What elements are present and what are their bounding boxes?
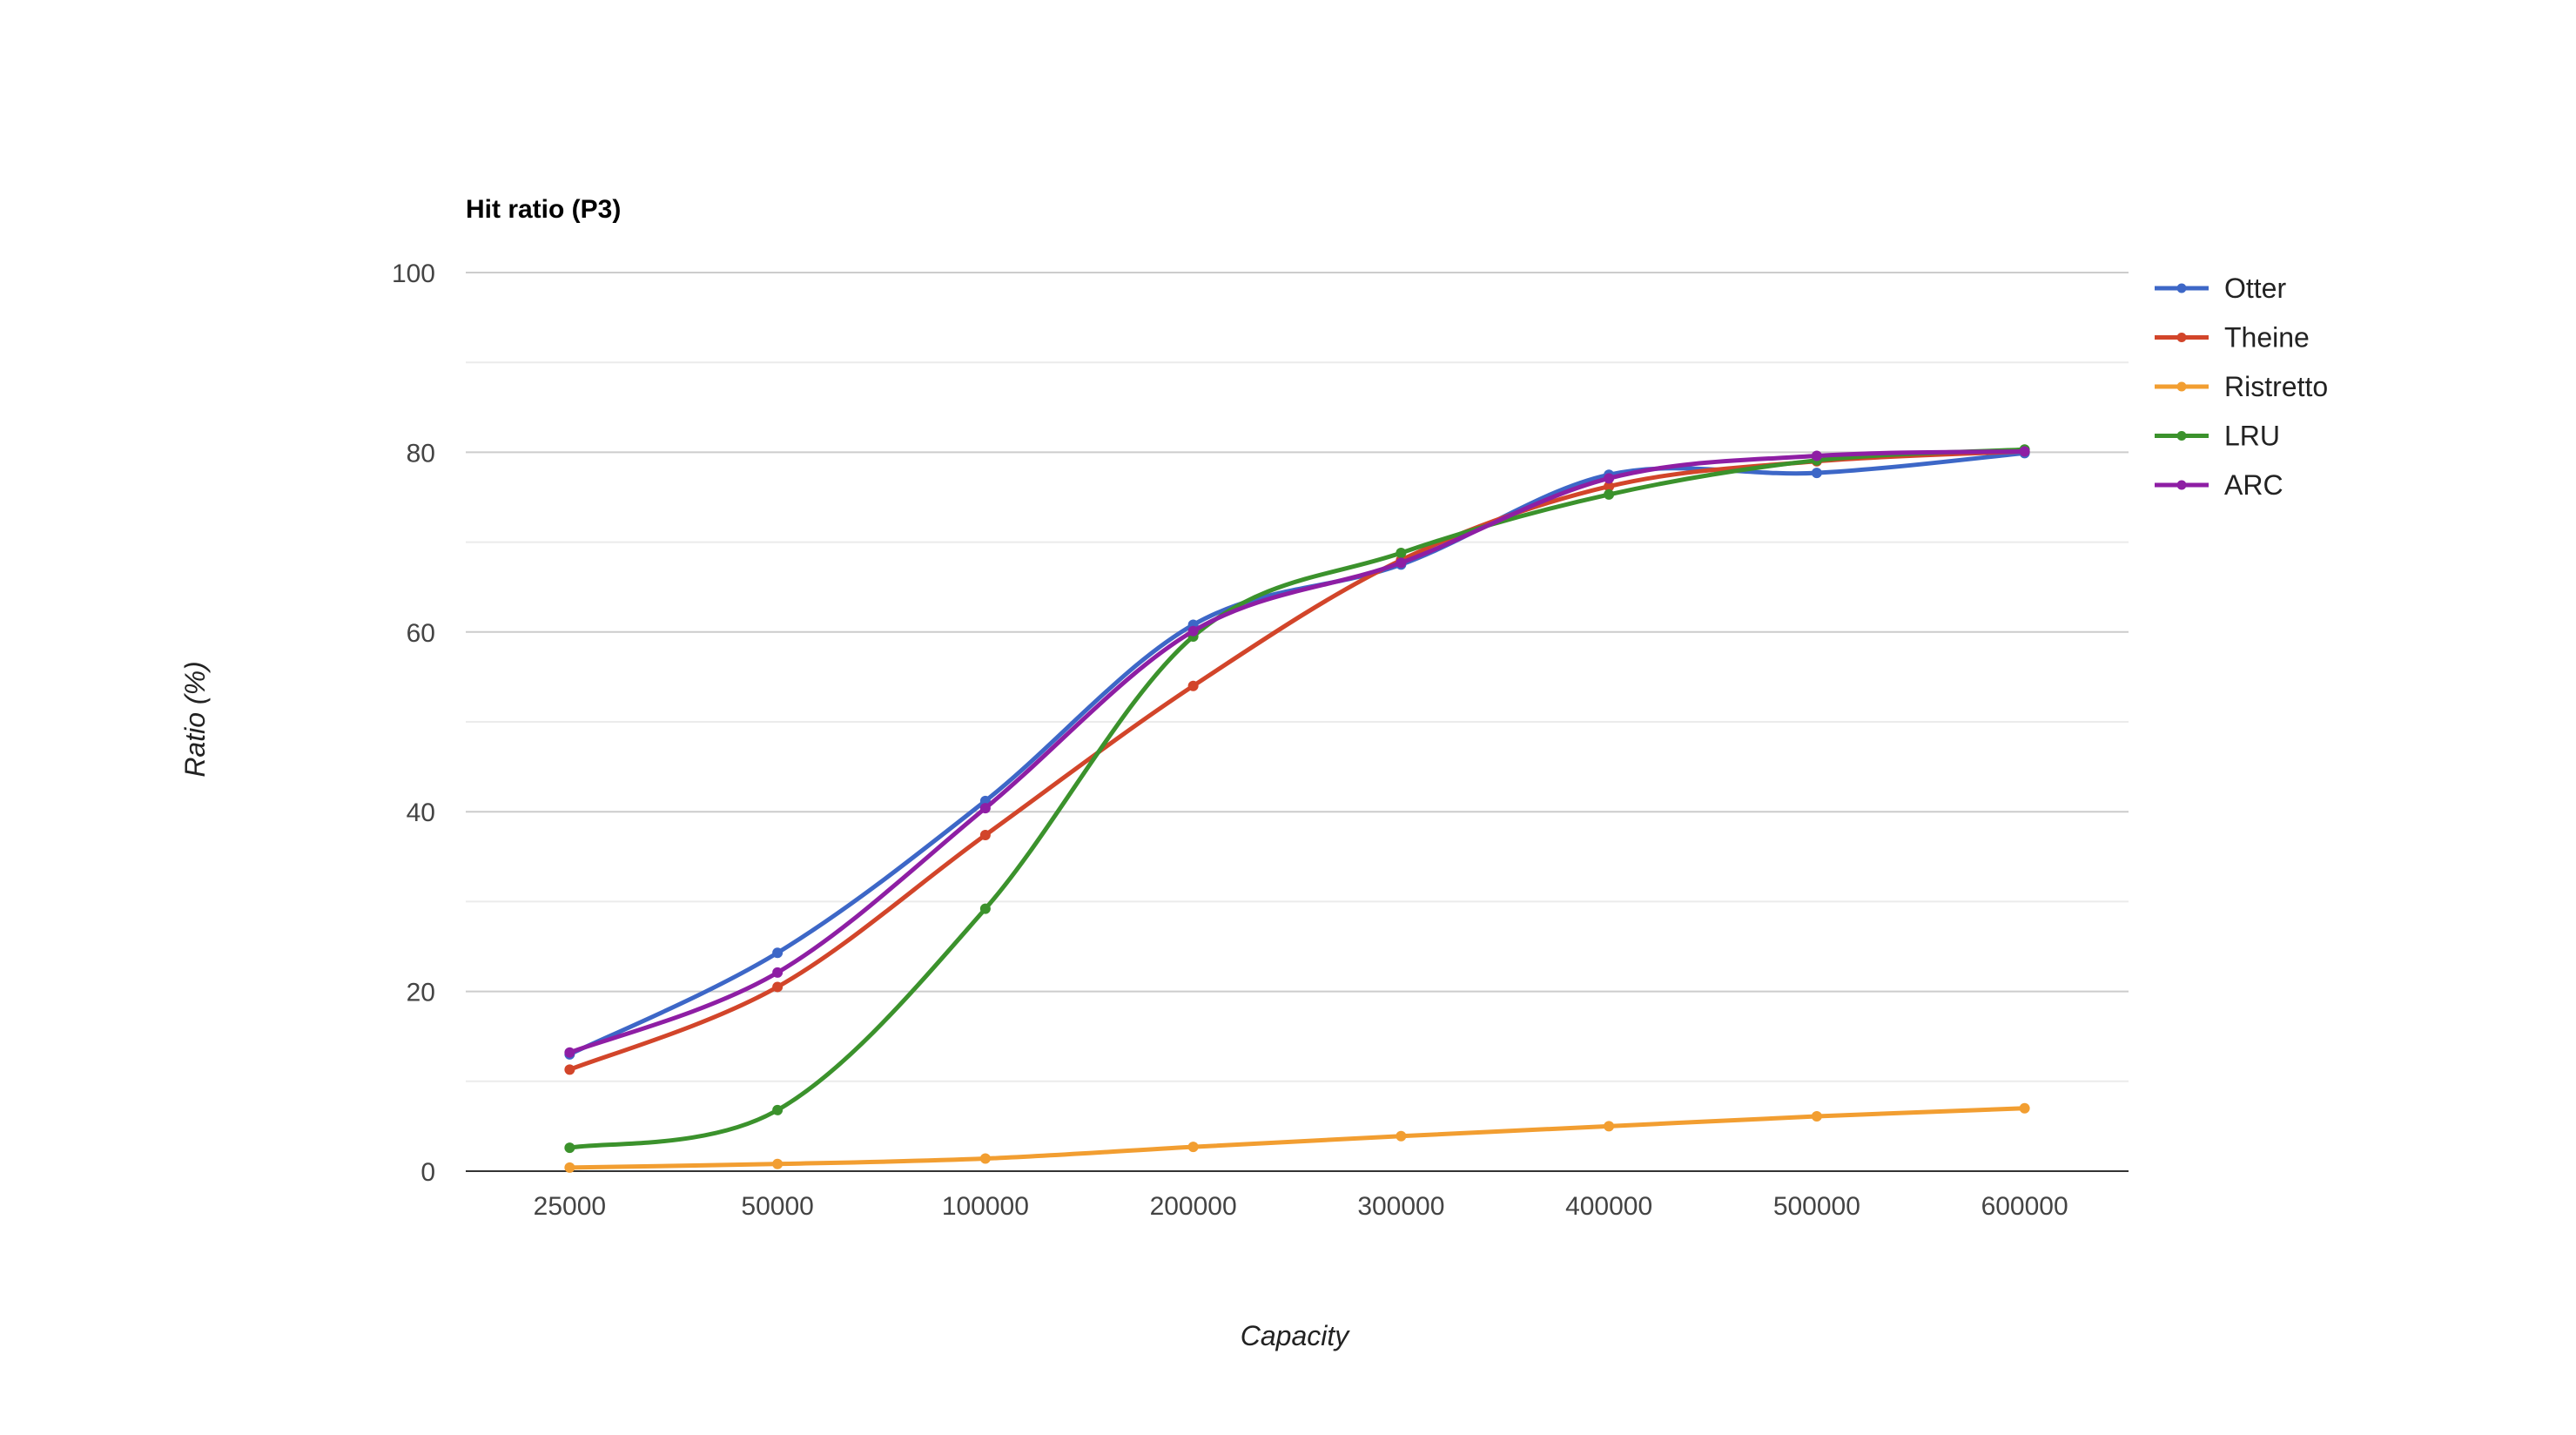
data-point-arc [1604,473,1615,484]
y-tick-labels: 0 20 40 60 80 100 [392,259,435,1187]
legend-item-lru[interactable]: LRU [2155,421,2280,452]
y-tick-label: 80 [407,439,435,468]
data-point-arc [772,967,784,978]
legend-label-ristretto: Ristretto [2224,371,2328,402]
data-point-ristretto [1811,1111,1822,1122]
data-point-lru [1396,547,1407,558]
data-point-ristretto [1396,1130,1407,1142]
data-point-lru [1604,488,1615,500]
data-point-ristretto [564,1162,575,1173]
legend-label-otter: Otter [2224,273,2286,304]
data-point-ristretto [772,1158,784,1169]
chart-title: Hit ratio (P3) [466,195,621,224]
data-point-theine [1187,680,1199,691]
x-tick-label: 500000 [1773,1192,1860,1221]
y-tick-label: 0 [420,1158,435,1187]
x-tick-label: 400000 [1565,1192,1652,1221]
data-point-arc [2019,446,2030,457]
series-line-arc [568,448,2025,1055]
legend-label-lru: LRU [2224,421,2280,452]
x-tick-label: 300000 [1357,1192,1444,1221]
series-ristretto [564,1102,2030,1173]
data-point-theine [772,981,784,993]
data-point-otter [772,947,784,959]
y-tick-label: 100 [392,259,435,288]
data-point-lru [564,1142,575,1154]
x-tick-label: 50000 [741,1192,813,1221]
data-point-ristretto [979,1153,991,1164]
series-arc [564,446,2030,1058]
series-line-theine [568,448,2025,1072]
legend-marker-lru [2176,431,2187,441]
gridlines [466,272,2129,1082]
legend-marker-ristretto [2176,381,2187,392]
y-tick-label: 60 [407,619,435,648]
legend-item-arc[interactable]: ARC [2155,469,2283,501]
x-axis-label: Capacity [1241,1320,1351,1351]
x-tick-label: 200000 [1150,1192,1237,1221]
legend[interactable]: Otter Theine Ristretto LRU ARC [2155,273,2328,501]
data-point-theine [564,1064,575,1075]
series-line-lru [568,447,2025,1150]
legend-label-theine: Theine [2224,322,2310,354]
data-point-ristretto [2019,1102,2030,1114]
data-point-lru [772,1104,784,1115]
data-point-arc [979,803,991,814]
legend-item-otter[interactable]: Otter [2155,273,2286,304]
x-tick-labels: 25000 50000 100000 200000 300000 400000 500000… [534,1192,2068,1221]
series-line-otter [568,450,2025,1057]
data-point-arc [1187,625,1199,637]
series-lines [564,444,2030,1173]
data-point-ristretto [1604,1121,1615,1132]
series-lru [564,444,2030,1154]
legend-item-theine[interactable]: Theine [2155,322,2310,354]
legend-marker-arc [2176,480,2187,490]
x-tick-label: 100000 [942,1192,1029,1221]
legend-label-arc: ARC [2224,469,2283,501]
y-tick-label: 20 [407,979,435,1007]
series-theine [564,446,2030,1075]
y-axis-label: Ratio (%) [179,661,211,777]
data-point-arc [1396,557,1407,569]
data-point-lru [979,903,991,914]
data-point-ristretto [1187,1142,1199,1153]
data-point-arc [564,1047,575,1058]
series-line-ristretto [569,1106,2025,1170]
data-point-arc [1811,450,1822,461]
y-tick-label: 40 [407,798,435,827]
data-point-theine [1604,481,1615,492]
x-tick-label: 600000 [1981,1192,2068,1221]
legend-marker-theine [2176,333,2187,342]
data-point-theine [979,830,991,841]
legend-item-ristretto[interactable]: Ristretto [2155,371,2328,402]
data-point-otter [1811,468,1822,479]
x-tick-label: 25000 [534,1192,606,1221]
legend-marker-otter [2176,283,2187,293]
